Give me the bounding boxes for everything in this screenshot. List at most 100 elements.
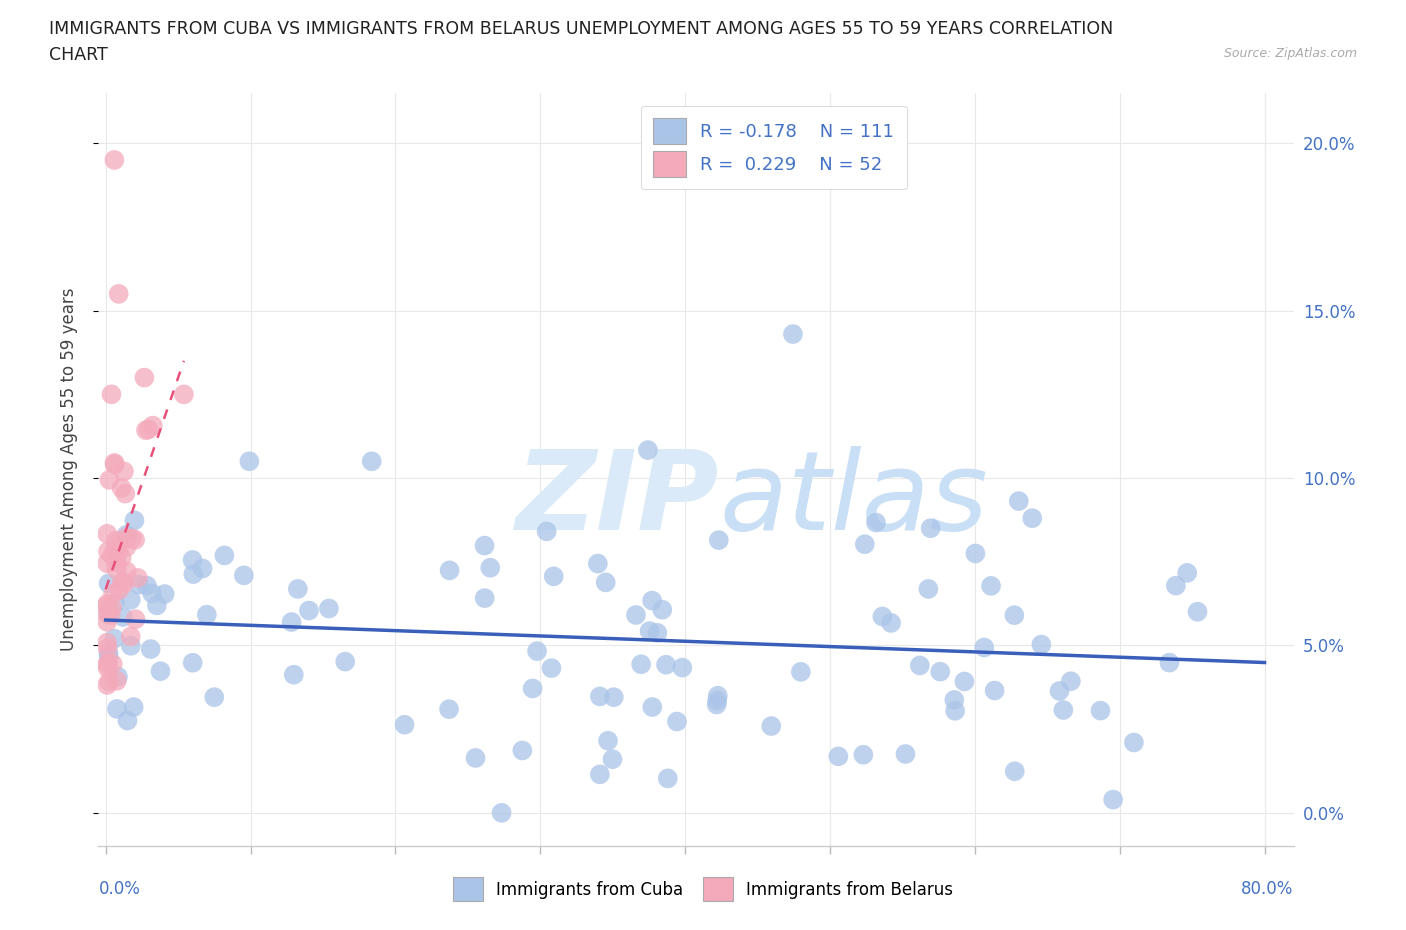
Y-axis label: Unemployment Among Ages 55 to 59 years: Unemployment Among Ages 55 to 59 years	[59, 288, 77, 651]
Point	[1002, 607, 1025, 622]
Point	[98, 674, 121, 689]
Point	[142, 418, 165, 433]
Legend: Immigrants from Cuba, Immigrants from Belarus: Immigrants from Cuba, Immigrants from Be…	[446, 870, 960, 908]
Point	[624, 607, 647, 622]
Point	[135, 423, 157, 438]
Point	[153, 587, 176, 602]
Point	[105, 563, 128, 578]
Point	[104, 595, 127, 610]
Point	[707, 533, 730, 548]
Point	[706, 693, 728, 708]
Point	[122, 699, 145, 714]
Point	[114, 576, 136, 591]
Point	[790, 664, 813, 679]
Point	[127, 570, 149, 585]
Point	[124, 612, 146, 627]
Point	[107, 670, 129, 684]
Point	[128, 578, 150, 592]
Point	[630, 657, 652, 671]
Point	[120, 592, 142, 607]
Point	[943, 693, 966, 708]
Point	[96, 657, 118, 671]
Text: atlas: atlas	[720, 446, 988, 553]
Point	[96, 556, 118, 571]
Point	[540, 660, 562, 675]
Point	[761, 719, 783, 734]
Point	[120, 638, 142, 653]
Point	[655, 658, 678, 672]
Point	[1052, 702, 1074, 717]
Point	[589, 689, 612, 704]
Point	[943, 703, 966, 718]
Text: ZIP: ZIP	[516, 446, 720, 553]
Point	[134, 370, 156, 385]
Point	[491, 805, 513, 820]
Point	[103, 456, 125, 471]
Point	[283, 667, 305, 682]
Point	[1004, 764, 1026, 778]
Point	[543, 569, 565, 584]
Point	[464, 751, 486, 765]
Point	[439, 563, 461, 578]
Point	[595, 575, 617, 590]
Point	[115, 527, 138, 542]
Point	[647, 625, 669, 640]
Point	[96, 678, 118, 693]
Point	[97, 649, 120, 664]
Point	[908, 658, 931, 673]
Point	[1175, 565, 1198, 580]
Point	[105, 550, 128, 565]
Point	[107, 286, 129, 301]
Point	[135, 578, 157, 593]
Text: CHART: CHART	[49, 46, 108, 64]
Point	[782, 326, 804, 341]
Point	[112, 609, 135, 624]
Point	[105, 701, 128, 716]
Point	[973, 640, 995, 655]
Point	[707, 688, 730, 703]
Point	[181, 552, 204, 567]
Point	[536, 524, 558, 538]
Point	[149, 664, 172, 679]
Point	[96, 605, 118, 620]
Point	[1102, 792, 1125, 807]
Point	[104, 542, 127, 557]
Point	[121, 531, 143, 546]
Point	[117, 713, 139, 728]
Point	[100, 608, 122, 623]
Point	[638, 624, 661, 639]
Point	[1008, 494, 1031, 509]
Point	[980, 578, 1002, 593]
Point	[852, 748, 875, 763]
Point	[526, 644, 548, 658]
Point	[124, 513, 146, 528]
Point	[110, 576, 132, 591]
Point	[110, 551, 132, 565]
Point	[437, 702, 460, 717]
Point	[602, 751, 624, 766]
Point	[115, 564, 138, 578]
Point	[586, 556, 609, 571]
Point	[1049, 684, 1071, 698]
Text: 0.0%: 0.0%	[98, 880, 141, 898]
Point	[138, 422, 160, 437]
Point	[97, 606, 120, 621]
Point	[103, 153, 125, 167]
Point	[104, 457, 127, 472]
Point	[603, 690, 626, 705]
Point	[124, 532, 146, 547]
Point	[1060, 673, 1083, 688]
Point	[105, 673, 128, 688]
Point	[181, 566, 204, 581]
Point	[983, 683, 1005, 698]
Point	[657, 771, 679, 786]
Point	[96, 635, 118, 650]
Point	[96, 598, 118, 613]
Point	[97, 656, 120, 671]
Point	[101, 600, 124, 615]
Point	[97, 576, 120, 591]
Point	[195, 607, 218, 622]
Point	[238, 454, 260, 469]
Point	[103, 631, 125, 646]
Point	[97, 660, 120, 675]
